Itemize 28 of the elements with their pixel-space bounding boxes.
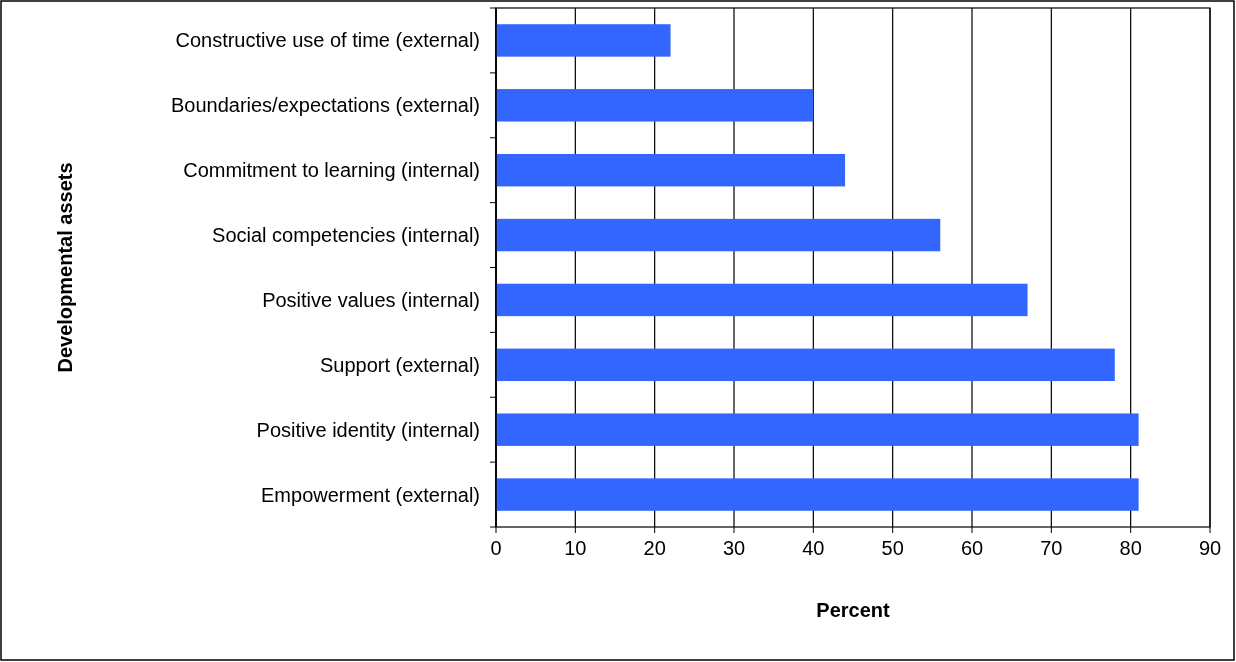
x-tick-label: 50 xyxy=(881,537,904,559)
bar xyxy=(496,153,846,187)
x-tick-label: 10 xyxy=(564,537,587,559)
bar xyxy=(496,24,671,57)
bar xyxy=(496,348,1115,382)
y-tick-label: Positive values (internal) xyxy=(262,288,480,311)
x-axis-title: Percent xyxy=(816,599,891,621)
y-tick-label: Boundaries/expectations (external) xyxy=(170,94,480,117)
bar xyxy=(496,218,941,252)
y-axis-title: Developmental assets xyxy=(54,162,76,373)
x-tick-label: 0 xyxy=(490,537,502,559)
x-tick-label: 80 xyxy=(1119,537,1142,559)
x-tick-label: 40 xyxy=(802,537,825,559)
y-tick-label: Constructive use of time (external) xyxy=(175,29,480,52)
x-tick-label: 60 xyxy=(960,537,984,559)
y-tick-label: Support (external) xyxy=(319,353,480,376)
y-tick-label: Commitment to learning (internal) xyxy=(183,159,480,182)
bar xyxy=(496,478,1139,511)
x-tick-label: 90 xyxy=(1198,537,1222,559)
y-tick-label: Positive identity (internal) xyxy=(256,418,480,441)
bar xyxy=(496,283,1028,317)
x-tick-label: 20 xyxy=(643,537,666,559)
bar xyxy=(496,89,814,122)
x-tick-label: 70 xyxy=(1040,537,1063,559)
y-tick-label: Empowerment (external) xyxy=(261,483,480,506)
y-tick-label: Social competencies (internal) xyxy=(212,224,480,247)
bar xyxy=(496,413,1139,446)
x-tick-label: 30 xyxy=(722,537,746,559)
